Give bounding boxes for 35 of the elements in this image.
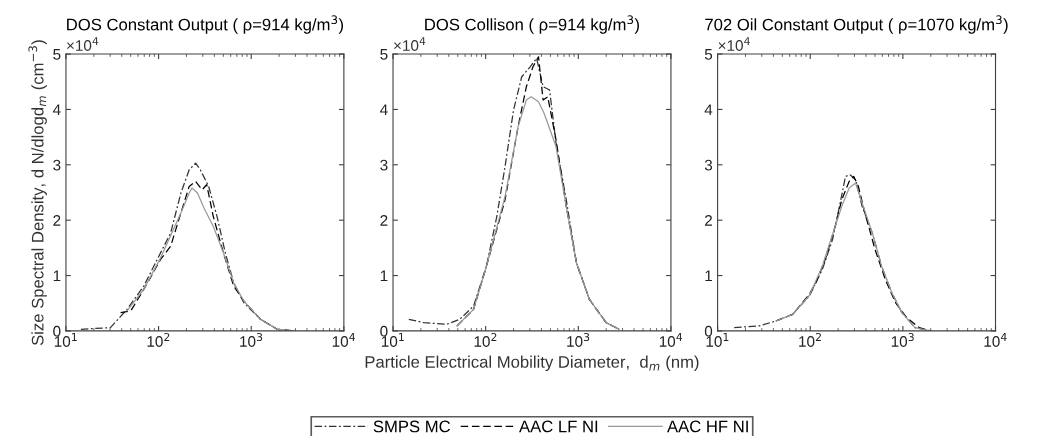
text: 10$^{2}$ [147,332,170,347]
y-tick-label: 2 [705,215,712,226]
text: 10$^{3}$ [240,332,263,347]
text: ×10$^{4}$ [718,37,750,51]
chart-title: 702 Oil Constant Output ( ρ=1070 kg/m$^{3}$) [705,15,1008,34]
y-tick-label: 4 [380,104,388,115]
text: ×10$^{4}$ [394,37,426,51]
text: 10$^{4}$ [332,333,355,347]
y-tick-label: 5 [380,49,388,60]
legend-label: AAC LF NI [519,420,598,433]
y-axis-title: Size Spectral Density, d N/dlogd$_{m}$ (cm$^{−3}$) [28,40,47,346]
y-tick-label: 5 [704,49,713,60]
y-tick-label: 2 [380,215,388,226]
x-axis-title: Particle Electrical Mobility Diameter, d$_{m}$ (nm) [365,355,699,372]
legend-label: AAC HF NI [667,420,748,433]
y-tick-label: 4 [52,104,61,115]
chart-title: DOS Constant Output ( ρ=914 kg/m$^{3}$) [67,15,343,34]
text: 10$^{3}$ [567,332,590,347]
text: 10$^{2}$ [799,332,821,347]
text: 10$^{2}$ [474,332,497,347]
text: 10$^{4}$ [984,333,1007,347]
y-tick-label: 4 [704,104,713,115]
y-tick-label: 3 [53,159,61,171]
y-tick-label: 1 [705,270,712,282]
text: ×10$^{4}$ [67,37,99,51]
text: 10$^{3}$ [891,332,914,347]
y-tick-label: 3 [704,159,713,171]
text: 10$^{4}$ [659,333,683,347]
y-tick-label: 2 [53,215,61,226]
y-tick-label: 3 [380,159,388,171]
y-tick-label: 1 [380,270,388,282]
y-tick-label: 5 [53,49,61,60]
legend-label: SMPS MC [373,420,451,433]
chart-title: DOS Collison ( ρ=914 kg/m$^{3}$) [425,15,639,34]
y-tick-label: 1 [53,270,61,282]
